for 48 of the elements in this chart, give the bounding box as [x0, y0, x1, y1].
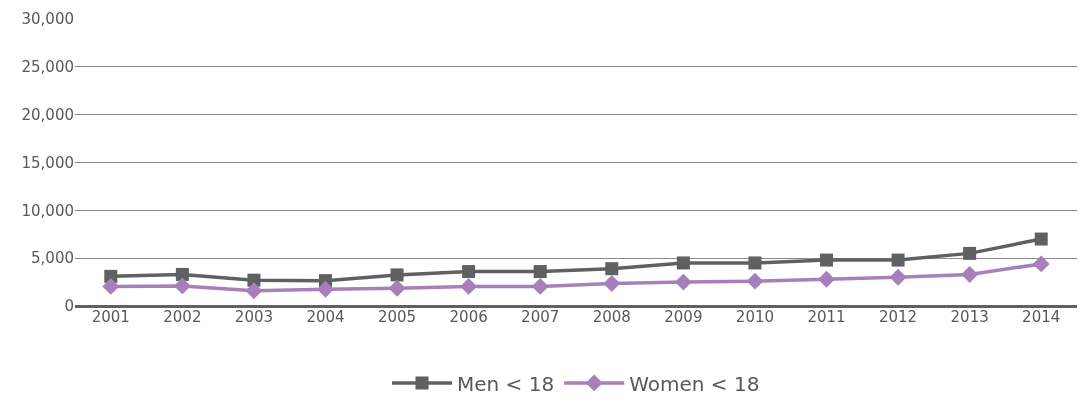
point: [603, 275, 621, 292]
x-tick-label: 2004: [306, 308, 345, 326]
point: [818, 270, 835, 288]
point: [462, 265, 476, 279]
x-tick-label: 2009: [664, 308, 703, 326]
x-tick-label: 2002: [163, 308, 202, 326]
x-tick-label: 2012: [878, 308, 918, 326]
point: [961, 265, 979, 283]
point: [1034, 232, 1048, 246]
y-tick-label: 0: [64, 297, 74, 316]
y-tick-label: 10,000: [21, 201, 74, 220]
point: [175, 267, 189, 281]
point: [605, 262, 619, 276]
x-tick-label: 2001: [91, 308, 130, 326]
point: [531, 277, 549, 295]
legend-label: Men < 18: [457, 371, 555, 396]
y-tick-label: 20,000: [21, 105, 74, 124]
point: [1032, 255, 1050, 273]
point: [102, 277, 120, 295]
y-tick-label: 15,000: [21, 153, 74, 172]
x-tick-label: 2005: [377, 308, 417, 326]
point: [820, 253, 833, 267]
point: [889, 268, 907, 286]
point: [674, 273, 692, 291]
y-tick-label: 25,000: [21, 58, 74, 77]
point: [388, 279, 406, 297]
x-tick-label: 2003: [234, 308, 274, 326]
point: [891, 253, 905, 267]
x-tick-label: 2011: [807, 308, 846, 326]
point: [748, 256, 762, 270]
x-tick-label: 2008: [592, 308, 631, 326]
point: [676, 256, 690, 270]
point: [746, 272, 764, 290]
y-tick-label: 5,000: [31, 249, 74, 268]
x-tick-label: 2014: [1022, 308, 1061, 326]
point: [963, 246, 977, 260]
point: [173, 277, 191, 295]
legend-label: Women < 18: [629, 371, 760, 396]
y-tick-label: 30,000: [21, 10, 74, 29]
x-tick-label: 2010: [735, 308, 775, 326]
x-tick-label: 2006: [449, 308, 488, 326]
point: [533, 265, 547, 279]
point: [245, 282, 263, 300]
x-tick-label: 2013: [950, 308, 989, 326]
point: [317, 280, 334, 298]
x-tick-label: 2007: [521, 308, 560, 326]
point: [460, 277, 478, 295]
point: [390, 268, 404, 282]
